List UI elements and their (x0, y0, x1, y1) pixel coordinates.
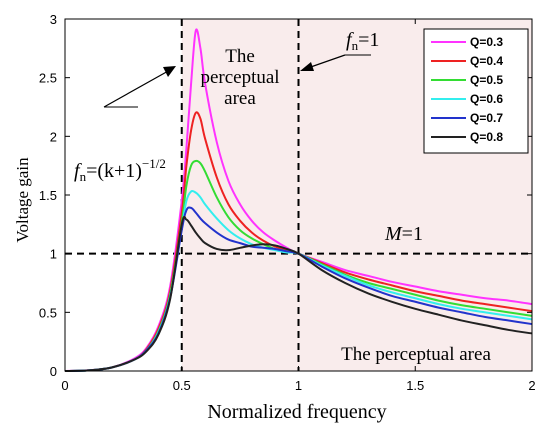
fn-formula-annotation: fn=(k+1)−1/2 (74, 156, 166, 184)
region-label-top-line1: The (225, 46, 255, 67)
series-lines (64, 28, 533, 372)
x-tick-label: 1 (295, 378, 302, 393)
x-tick-label: 1.5 (406, 378, 424, 393)
y-tick-label: 2 (50, 129, 57, 144)
fn-one-arrow-head (300, 62, 314, 71)
series-line-Q=0.8 (64, 215, 533, 372)
legend-label-Q=0.8: Q=0.8 (470, 130, 503, 144)
region-label-top-line3: area (224, 88, 256, 109)
fn-formula-arrow-line (103, 69, 171, 108)
legend-label-Q=0.3: Q=0.3 (470, 35, 503, 49)
legend: Q=0.3 Q=0.4 Q=0.5 Q=0.6 Q=0.7 Q=0.8 (423, 28, 529, 154)
y-tick-label: 3 (50, 12, 57, 27)
y-tick-label: 2.5 (39, 71, 57, 86)
y-tick-label: 0.5 (39, 305, 57, 320)
shaded-region-0 (181, 19, 299, 371)
y-tick-label: 0 (50, 364, 57, 379)
axis-ticks: 0 0.5 1 1.5 2 0 0.5 1 1.5 2 2.5 3 (39, 12, 536, 393)
legend-label-Q=0.4: Q=0.4 (470, 54, 503, 68)
legend-label-Q=0.7: Q=0.7 (470, 111, 503, 125)
x-tick-label: 2 (528, 378, 535, 393)
y-tick-label: 1.5 (39, 188, 57, 203)
region-label-top-line2: perceptual (200, 67, 279, 88)
y-tick-label: 1 (50, 247, 57, 262)
legend-label-Q=0.6: Q=0.6 (470, 92, 503, 106)
legend-label-Q=0.5: Q=0.5 (470, 73, 503, 87)
x-tick-label: 0.5 (173, 378, 191, 393)
y-axis-label: Voltage gain (13, 157, 32, 243)
fn-one-annotation: fn=1 (346, 29, 379, 53)
x-tick-label: 0 (61, 378, 68, 393)
m-equals-one-annotation: M=1 (384, 223, 423, 245)
legend-box (423, 28, 529, 154)
region-label-bottom: The perceptual area (341, 344, 491, 365)
fn-formula-arrow-head (163, 66, 176, 77)
x-axis-label: Normalized frequency (207, 401, 386, 423)
